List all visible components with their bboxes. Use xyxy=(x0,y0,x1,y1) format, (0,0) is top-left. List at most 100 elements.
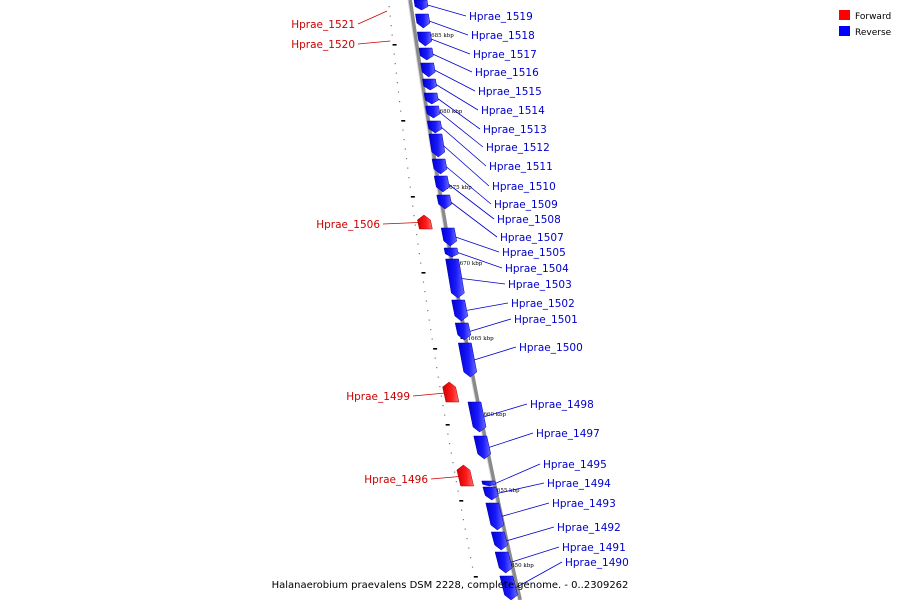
gene-feature xyxy=(494,551,513,574)
gene-label: Hprae_1505 xyxy=(502,247,566,259)
guide-dot xyxy=(397,91,400,93)
guide-dot xyxy=(457,490,459,492)
guide-dot xyxy=(409,186,411,188)
guide-dot xyxy=(393,53,395,55)
guide-dot xyxy=(414,224,416,226)
label-leader xyxy=(473,346,517,361)
guide-dot xyxy=(403,139,405,141)
gene-label: Hprae_1504 xyxy=(505,263,569,275)
label-leader xyxy=(445,166,492,205)
gene-label: Hprae_1509 xyxy=(494,199,558,211)
guide-dot xyxy=(389,15,391,17)
gene-label: Hprae_1514 xyxy=(481,105,545,117)
gene-label: Hprae_1513 xyxy=(483,124,547,136)
scale-tick-label: 1665 kbp xyxy=(468,336,495,342)
guide-dot xyxy=(425,300,427,302)
gene-label: Hprae_1517 xyxy=(473,49,537,61)
gene-feature xyxy=(418,47,434,61)
gene-label: Hprae_1502 xyxy=(511,298,575,310)
gene-feature xyxy=(415,13,431,29)
guide-dot xyxy=(473,576,478,578)
gene-label: Hprae_1503 xyxy=(508,279,572,291)
guide-dot xyxy=(442,405,444,407)
guide-dot xyxy=(421,272,426,274)
guide-dot xyxy=(418,253,420,255)
guide-dot xyxy=(450,452,452,454)
scale-tick-label: 1675 kbp xyxy=(446,185,473,191)
gene-feature xyxy=(456,464,474,487)
guide-dot xyxy=(401,120,406,122)
label-leaders xyxy=(357,4,563,589)
gene-features xyxy=(413,0,518,600)
gene-label: Hprae_1508 xyxy=(497,214,561,226)
guide-dot xyxy=(466,538,468,540)
label-leader xyxy=(510,546,560,563)
scale-tick-label: 1670 kbp xyxy=(456,261,483,267)
gene-feature xyxy=(416,31,433,47)
label-leader xyxy=(457,252,503,269)
label-leader xyxy=(440,126,487,167)
gene-feature xyxy=(499,575,518,600)
gene-feature xyxy=(420,62,436,78)
guide-dot xyxy=(464,528,466,530)
legend: Forward Reverse xyxy=(839,10,892,38)
guide-dot xyxy=(416,234,418,236)
label-leader xyxy=(505,526,555,542)
gene-label: Hprae_1512 xyxy=(486,142,550,154)
gene-feature xyxy=(425,105,441,119)
gene-label: Hprae_1520 xyxy=(291,39,355,51)
gene-feature xyxy=(442,381,460,403)
guide-dot xyxy=(391,34,393,36)
gene-feature xyxy=(431,158,448,175)
guide-dot xyxy=(433,348,438,350)
label-leader xyxy=(488,432,534,448)
guide-dot xyxy=(424,291,426,293)
gene-feature xyxy=(436,194,452,210)
gene-feature xyxy=(433,175,450,193)
gene-feature xyxy=(428,133,446,158)
scale-tick-label: 1650 kbp xyxy=(508,563,535,569)
gene-label: Hprae_1496 xyxy=(364,474,428,486)
gene-label: Hprae_1521 xyxy=(291,19,355,31)
label-leader xyxy=(432,53,473,73)
label-leader xyxy=(469,318,512,332)
gene-label: Hprae_1498 xyxy=(530,399,594,411)
label-leader xyxy=(514,561,563,589)
gene-feature xyxy=(417,214,433,230)
gene-feature xyxy=(490,531,508,551)
gene-feature xyxy=(423,92,439,105)
label-leader xyxy=(461,278,506,285)
guide-dot xyxy=(395,72,397,74)
legend-reverse-label: Reverse xyxy=(855,28,892,38)
gene-feature xyxy=(467,401,487,433)
guide-dot xyxy=(444,414,446,416)
guide-dot xyxy=(447,433,449,435)
gene-label: Hprae_1519 xyxy=(469,11,533,23)
guide-dot xyxy=(452,462,454,464)
guide-dot xyxy=(427,310,429,312)
guide-dot xyxy=(422,281,425,283)
guide-dot xyxy=(428,319,430,321)
guide-dot xyxy=(417,243,419,245)
legend-reverse-swatch xyxy=(839,26,850,36)
guide-dot xyxy=(420,262,422,264)
guide-dot xyxy=(402,129,404,131)
label-leader xyxy=(435,84,479,111)
gene-labels: Hprae_1521 Hprae_1520 Hprae_1519 Hprae_1518… xyxy=(291,11,629,569)
gene-feature xyxy=(413,0,429,11)
guide-dot xyxy=(437,376,439,378)
gene-label: Hprae_1510 xyxy=(492,181,556,193)
guide-dot xyxy=(394,63,396,65)
guide-dot xyxy=(400,110,402,112)
gene-feature xyxy=(443,247,459,258)
guide-dot xyxy=(448,443,451,445)
gene-feature xyxy=(481,480,496,487)
guide-dot xyxy=(436,367,438,369)
label-leader xyxy=(450,201,498,238)
guide-dot xyxy=(398,101,401,103)
guide-dot xyxy=(431,338,433,340)
guide-dot xyxy=(462,519,464,521)
label-leader xyxy=(430,38,471,55)
guide-dot xyxy=(439,386,441,388)
